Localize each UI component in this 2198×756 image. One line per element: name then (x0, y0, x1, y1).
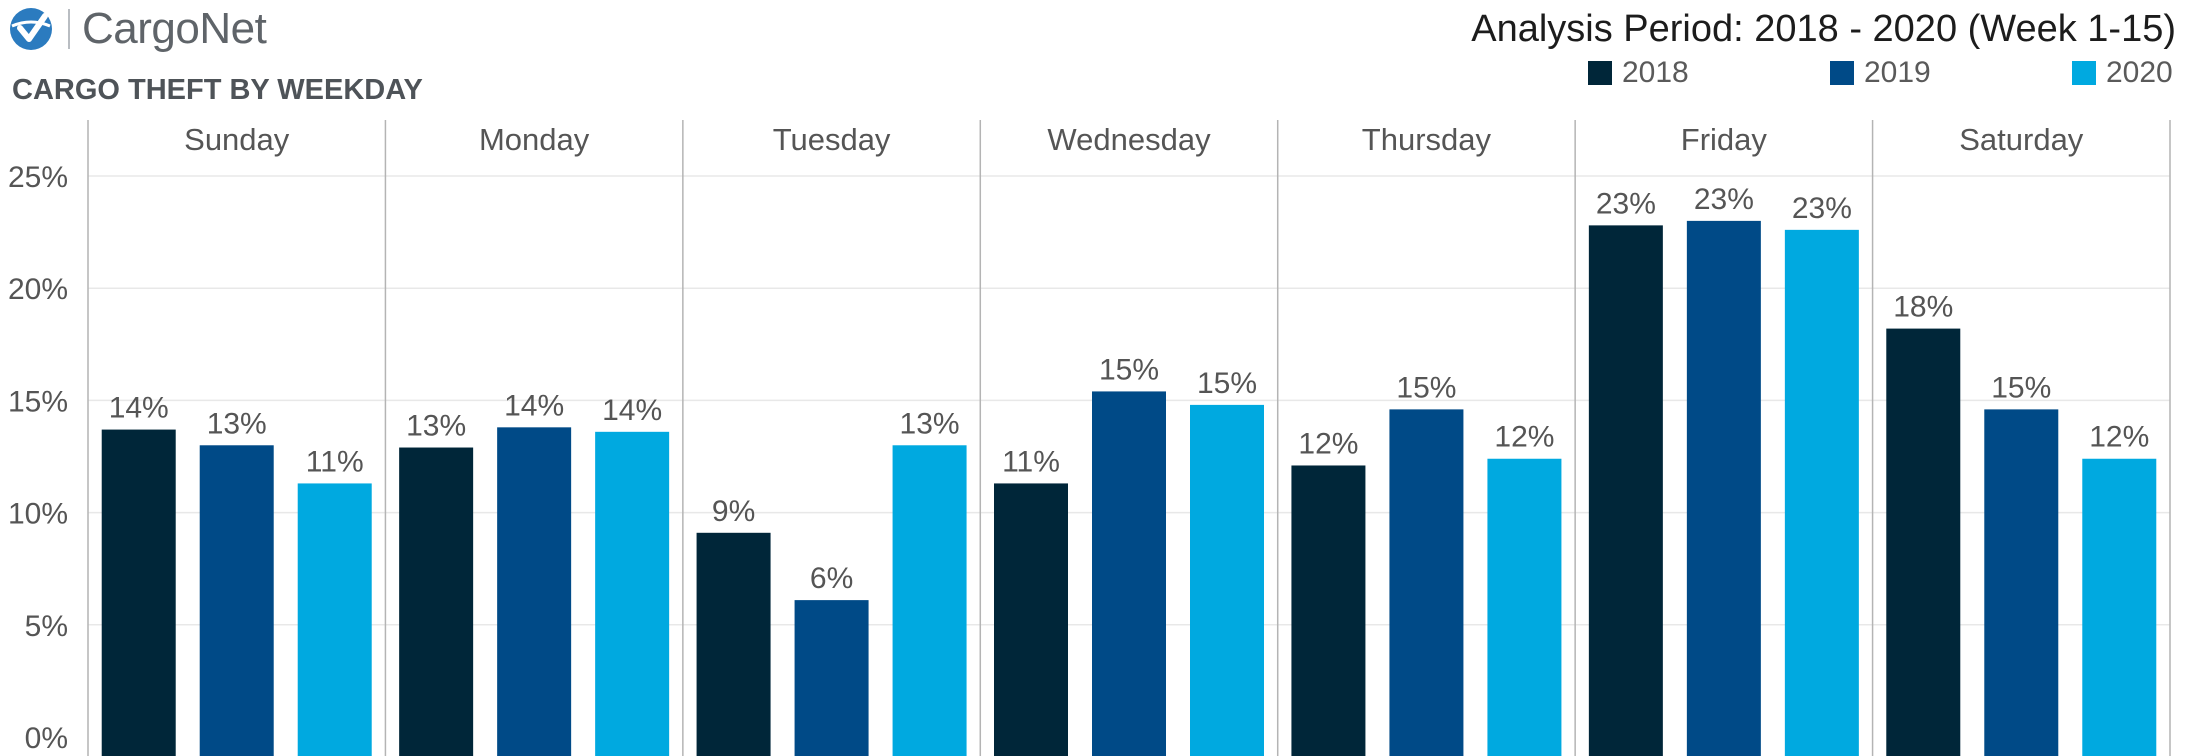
brand-name: CargoNet (82, 4, 267, 53)
data-label: 13% (406, 410, 466, 443)
y-tick-label: 0% (25, 722, 68, 755)
bar (595, 431, 670, 756)
data-label: 13% (207, 407, 267, 440)
data-label: 12% (1298, 427, 1358, 460)
logo-divider (68, 9, 70, 49)
bar (1291, 465, 1366, 756)
data-label: 15% (1197, 367, 1257, 400)
legend-swatch-2020 (2072, 61, 2096, 85)
data-label: 23% (1596, 187, 1656, 220)
bar (1588, 225, 1663, 756)
category-header: Friday (1681, 122, 1768, 157)
data-label: 14% (602, 394, 662, 427)
bar (1092, 391, 1166, 756)
data-label: 12% (2089, 421, 2149, 454)
bar (1984, 409, 2059, 756)
data-label: 23% (1694, 183, 1754, 216)
analysis-period: Analysis Period: 2018 - 2020 (Week 1-15) (1471, 8, 2176, 50)
data-label: 15% (1396, 371, 1456, 404)
legend-label-2020: 2020 (2106, 56, 2173, 89)
y-tick-label: 10% (8, 498, 68, 531)
category-header: Saturday (1959, 122, 2084, 157)
data-label: 15% (1099, 353, 1159, 386)
bar (994, 483, 1068, 756)
bar (1886, 328, 1961, 756)
y-tick-label: 25% (8, 161, 68, 194)
legend-label-2018: 2018 (1622, 56, 1689, 89)
data-label: 23% (1792, 192, 1852, 225)
legend-item-2018: 2018 (1588, 56, 1689, 90)
bar (1487, 458, 1562, 756)
category-header: Wednesday (1047, 122, 1211, 157)
bar (399, 447, 474, 756)
chart-subtitle: CARGO THEFT BY WEEKDAY (12, 74, 423, 106)
y-tick-label: 20% (8, 273, 68, 306)
bar (2082, 458, 2157, 756)
y-tick-label: 15% (8, 385, 68, 418)
category-header: Monday (479, 122, 590, 157)
checkmark-globe-icon (10, 8, 52, 50)
data-label: 6% (810, 562, 853, 595)
bar (1784, 229, 1859, 756)
category-header: Thursday (1362, 122, 1492, 157)
bar (1190, 404, 1264, 756)
category-header: Tuesday (773, 122, 891, 157)
legend-label-2019: 2019 (1864, 56, 1931, 89)
data-label: 13% (900, 407, 960, 440)
bar (497, 427, 572, 756)
legend-swatch-2019 (1830, 61, 1854, 85)
data-label: 12% (1494, 421, 1554, 454)
data-label: 11% (306, 445, 364, 478)
bar (101, 429, 176, 756)
data-label: 14% (504, 389, 564, 422)
data-label: 18% (1893, 291, 1953, 324)
brand-logo: CargoNet (8, 4, 267, 54)
y-tick-label: 5% (25, 610, 68, 643)
data-label: 14% (109, 392, 169, 425)
data-label: 11% (1002, 445, 1060, 478)
bar (1389, 409, 1464, 756)
bar (892, 445, 967, 756)
bar (1686, 220, 1761, 756)
data-label: 9% (712, 495, 755, 528)
bar (794, 600, 869, 756)
legend-item-2019: 2019 (1830, 56, 1931, 90)
legend-swatch-2018 (1588, 61, 1612, 85)
bar (199, 445, 274, 756)
data-label: 15% (1991, 371, 2051, 404)
bar (297, 483, 372, 756)
category-header: Sunday (184, 122, 290, 157)
bar (696, 532, 771, 756)
legend-item-2020: 2020 (2072, 56, 2173, 90)
